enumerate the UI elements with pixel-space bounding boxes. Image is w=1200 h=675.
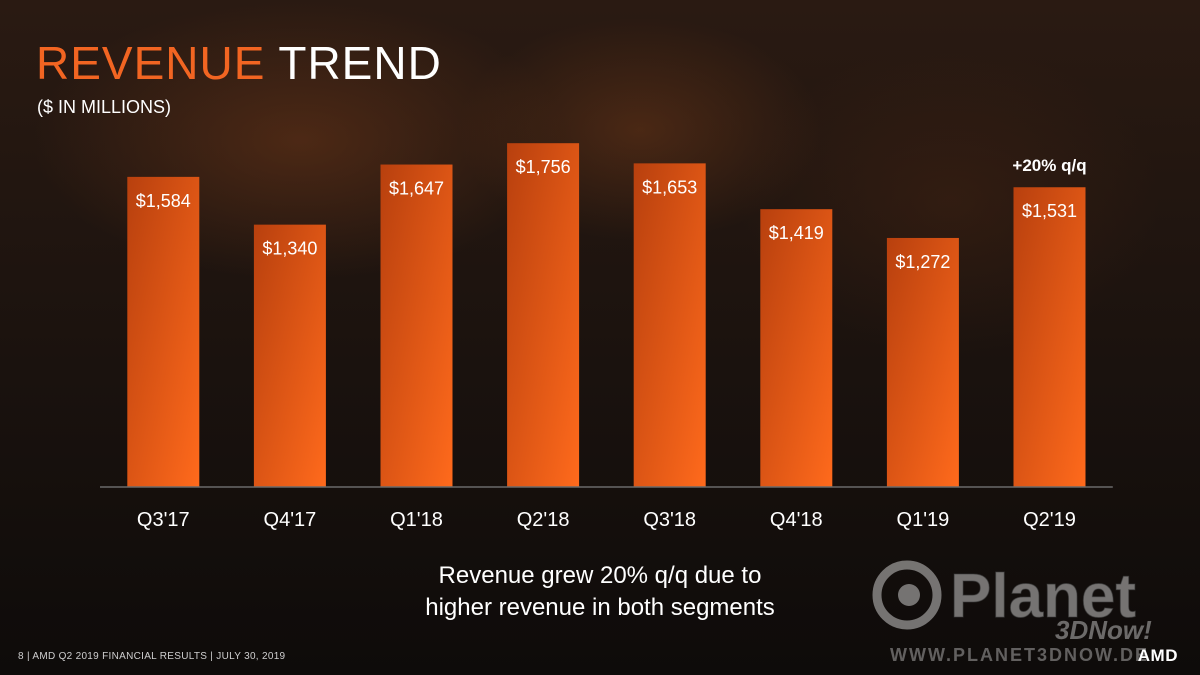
- x-tick-label: Q1'18: [390, 509, 443, 531]
- watermark-brand: Planet: [950, 562, 1136, 631]
- x-tick-label: Q2'18: [517, 509, 570, 531]
- planet3dnow-watermark: Planet 3DNow! WWW.PLANET3DNOW.DE: [872, 560, 1152, 665]
- bar-Q4'17: [253, 224, 326, 488]
- bar-Q1'19: [886, 237, 959, 487]
- data-label: $1,272: [895, 252, 950, 272]
- data-label: $1,653: [642, 177, 697, 197]
- watermark-swirl-icon: [872, 560, 942, 630]
- growth-annotation: +20% q/q: [1012, 156, 1086, 175]
- page-title: REVENUE TREND: [36, 40, 442, 86]
- data-label: $1,531: [1022, 201, 1077, 221]
- x-tick-label: Q3'18: [643, 509, 696, 531]
- data-label: $1,756: [516, 157, 571, 177]
- bar-Q2'19: [1013, 187, 1086, 487]
- page-subtitle: ($ IN MILLIONS): [37, 97, 172, 117]
- bar-Q3'18: [633, 163, 706, 488]
- page-title-rest: TREND: [278, 37, 442, 89]
- watermark-url: WWW.PLANET3DNOW.DE: [890, 645, 1149, 665]
- page-title-accent: REVENUE: [36, 37, 266, 89]
- x-tick-label: Q2'19: [1023, 509, 1076, 531]
- amd-logo: AMD: [1137, 646, 1178, 665]
- callout-text: Revenue grew 20% q/q due to higher reven…: [380, 560, 820, 624]
- callout-line-2: higher revenue in both segments: [425, 594, 775, 621]
- x-tick-label: Q1'19: [897, 509, 950, 531]
- bar-Q4'18: [760, 209, 833, 487]
- x-tick-label: Q4'18: [770, 509, 823, 531]
- watermark-sub: 3DNow!: [1055, 615, 1152, 645]
- data-label: $1,584: [136, 191, 191, 211]
- callout-line-1: Revenue grew 20% q/q due to: [438, 562, 762, 589]
- data-label: $1,340: [262, 239, 317, 259]
- data-label: $1,419: [769, 223, 824, 243]
- revenue-bar-chart: $1,584 Q3'17 $1,340 Q4'17 $1,647 Q1'18 $1,756 Q…: [100, 143, 1113, 531]
- x-tick-label: Q4'17: [264, 509, 317, 531]
- bar-Q2'18: [507, 143, 580, 488]
- x-tick-label: Q3'17: [137, 509, 190, 531]
- data-label: $1,647: [389, 179, 444, 199]
- bar-Q1'18: [380, 164, 453, 488]
- bar-Q3'17: [127, 176, 200, 487]
- footer-text: 8 | AMD Q2 2019 FINANCIAL RESULTS | JULY…: [18, 651, 286, 662]
